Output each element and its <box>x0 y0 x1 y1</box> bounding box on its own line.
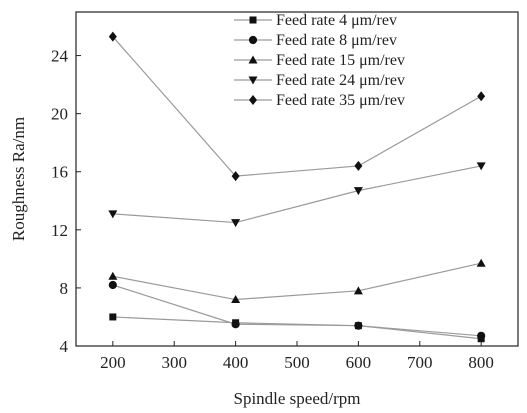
y-tick-label: 16 <box>51 163 68 182</box>
series-1 <box>109 313 485 343</box>
legend-marker <box>248 55 258 64</box>
legend-label: Feed rate 24 μm/rev <box>276 72 405 89</box>
legend: Feed rate 4 μm/rev Feed rate 8 μm/rev Feed… <box>234 12 405 109</box>
series-line <box>112 316 482 340</box>
x-tick-label: 600 <box>346 353 372 372</box>
legend-entry: Feed rate 15 μm/rev <box>234 52 405 69</box>
data-point <box>353 286 363 295</box>
x-tick-label: 300 <box>161 353 187 372</box>
legend-marker <box>248 76 258 85</box>
series-line <box>112 165 482 224</box>
series-line <box>112 284 482 337</box>
y-tick-label: 24 <box>51 47 69 66</box>
x-tick-label: 400 <box>223 353 249 372</box>
legend-entry: Feed rate 24 μm/rev <box>234 72 405 89</box>
series-4 <box>108 162 486 228</box>
data-point <box>231 171 240 182</box>
series-line <box>112 262 482 301</box>
data-point <box>108 31 117 42</box>
legend-marker <box>249 95 257 105</box>
data-point <box>108 280 117 290</box>
data-point <box>354 321 363 330</box>
series-3 <box>108 258 486 304</box>
x-tick-label: 500 <box>284 353 310 372</box>
legend-entry: Feed rate 8 μm/rev <box>234 32 397 49</box>
data-point <box>353 187 363 196</box>
series-line <box>112 36 482 177</box>
x-tick-label: 800 <box>468 353 494 372</box>
legend-entry: Feed rate 35 μm/rev <box>234 92 405 109</box>
legend-marker <box>248 35 258 45</box>
legend-label: Feed rate 35 μm/rev <box>276 92 405 109</box>
y-axis-title: Roughness Ra/nm <box>9 117 28 241</box>
y-tick-label: 12 <box>51 221 68 240</box>
data-point <box>476 258 486 267</box>
x-tick-label: 700 <box>407 353 433 372</box>
series-5 <box>108 31 486 182</box>
data-point <box>476 162 486 171</box>
data-point <box>477 331 486 340</box>
legend-marker <box>249 16 257 24</box>
x-axis-title: Spindle speed/rpm <box>233 389 360 408</box>
data-point <box>231 295 241 304</box>
y-tick-label: 20 <box>51 105 68 124</box>
legend-label: Feed rate 8 μm/rev <box>276 32 397 49</box>
series-2 <box>108 280 486 340</box>
series-group <box>108 31 486 343</box>
y-tick-label: 8 <box>60 279 69 298</box>
data-point <box>109 313 117 321</box>
y-axis-ticks: 4 8 12 16 20 24 <box>51 47 81 356</box>
data-point <box>354 160 363 171</box>
data-point <box>108 271 118 280</box>
data-point <box>477 91 486 102</box>
legend-label: Feed rate 15 μm/rev <box>276 52 405 69</box>
data-point <box>231 219 241 228</box>
data-point <box>108 210 118 219</box>
x-axis-ticks: 200 300 400 500 600 700 800 <box>100 341 494 372</box>
x-tick-label: 200 <box>100 353 126 372</box>
y-tick-label: 4 <box>60 337 69 356</box>
data-point <box>231 320 240 329</box>
legend-entry: Feed rate 4 μm/rev <box>234 12 397 29</box>
legend-label: Feed rate 4 μm/rev <box>276 12 397 29</box>
